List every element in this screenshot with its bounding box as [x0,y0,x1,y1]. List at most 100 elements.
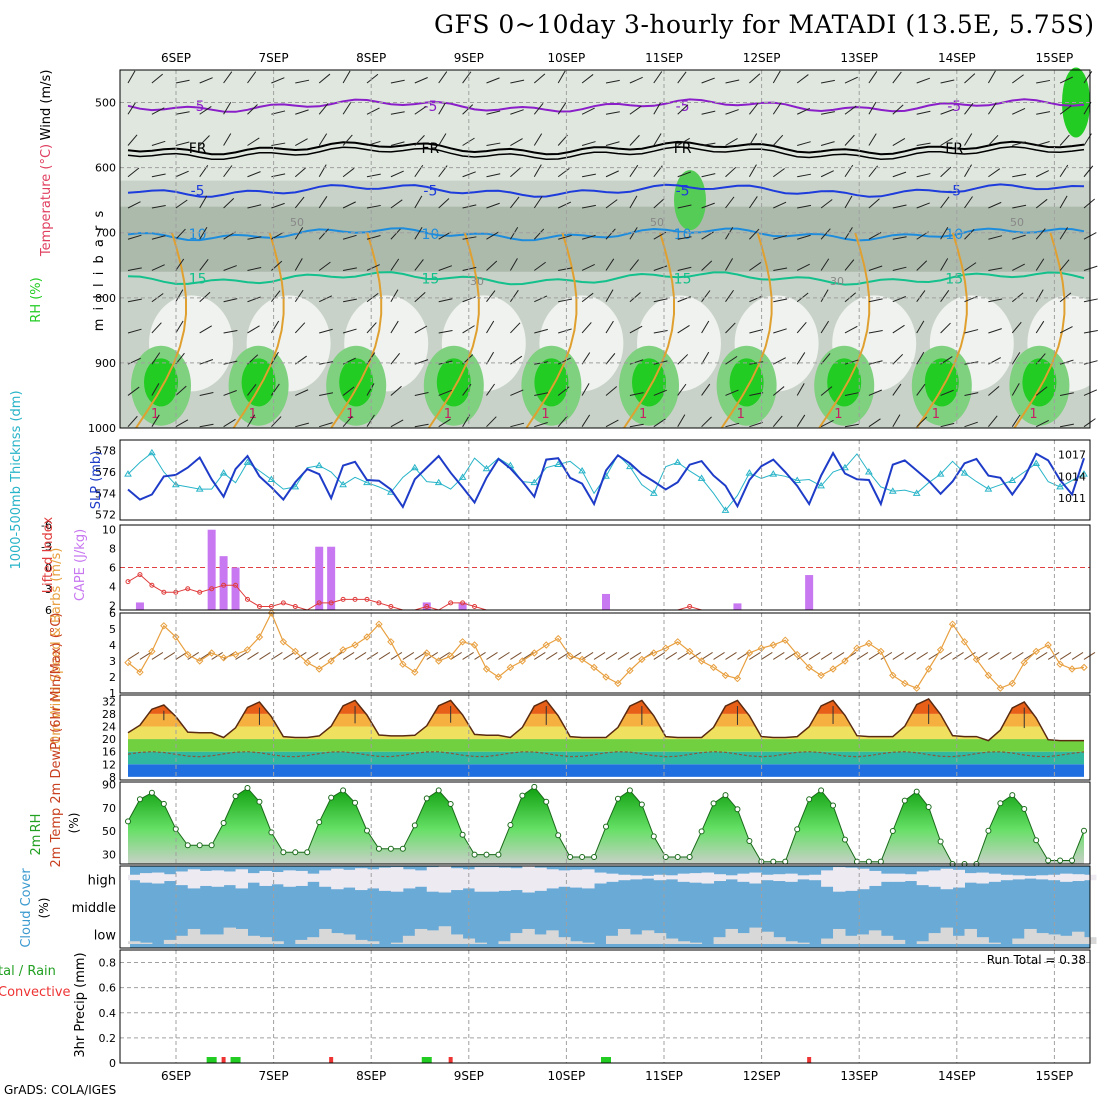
wind-barb [701,290,711,303]
rh-contour-label: 30 [470,275,484,288]
thickness-marker [124,470,132,477]
wind-barb [199,391,214,396]
y-tick-label: 6 [45,604,52,617]
wind-barb [940,196,950,209]
wind-barb [438,330,453,334]
wind-barb [844,227,853,240]
wind-barb [725,651,737,660]
wind-barb [247,71,257,84]
wind-barb [892,353,904,365]
wind-barb [653,133,662,146]
wind-barb [701,320,710,334]
cloud-low-bar [713,937,726,944]
wind-barb [270,351,279,365]
wind-barb [582,204,596,209]
isotherm-label: -5 [676,99,690,115]
date-label-top: 15SEP [1036,51,1074,65]
cloud-high-bar [617,874,631,881]
lifted-marker [448,600,454,606]
wind-barb [271,202,285,209]
wind-barb [462,236,477,240]
cape-bar [805,575,814,610]
wind-marker [148,647,156,656]
panel-frame [119,949,1091,1064]
thickness-marker [148,448,156,456]
wind-barb [1035,258,1045,271]
isotherm-line [127,183,1085,198]
wind-barb [1036,79,1051,84]
y-tick-label: 578 [95,445,116,458]
cloud-high-bar [139,873,153,883]
wind-barb [964,361,979,365]
cloud-high-bar [976,872,989,884]
rh-marker [770,858,777,865]
wind-barb [868,389,882,396]
wind-barb [773,267,788,271]
lifted-marker [185,586,191,592]
wind-barb [199,325,212,334]
wind-barb [414,105,427,115]
rh-band-dark [120,206,1090,272]
wind-barb [175,385,187,396]
panel-frame [119,69,1091,429]
wind-barb [247,384,257,396]
date-label-top: 13SEP [840,51,878,65]
rh-marker [519,792,526,799]
wind-barb [318,651,331,660]
wind-barb [151,140,166,146]
cloud-low-bar [916,941,930,944]
cloud-low-bar [665,938,679,944]
cloud-high-bar [534,867,547,891]
cape-bar [733,603,742,610]
y-tick-label: 50 [102,825,116,838]
wind-barb [844,392,859,396]
wind-marker [805,663,813,672]
wind-barb [223,133,232,146]
wind-barb [916,416,928,428]
wind-barb [784,651,797,660]
wind-barb [892,266,907,271]
wind-marker [685,647,694,656]
rh-marker [782,858,789,865]
rh-marker [1057,857,1064,864]
wind-barb [940,389,954,396]
lifted-marker [245,596,250,602]
rh-marker [292,849,299,856]
wind-barb [629,423,644,428]
wind-barb [438,101,447,115]
panel-frame [119,781,1091,865]
wind-barb [271,416,282,428]
lifted-marker [221,582,227,588]
y-tick-label: 70 [102,802,116,815]
wind-barb [605,258,615,271]
rh-marker [806,796,813,803]
wind-barb [868,133,877,146]
cloud-low-bar [737,933,750,944]
wind-barb [151,73,164,84]
cloud-high-bar [737,873,750,882]
wind-barb [342,386,355,396]
wind-barb [892,138,906,146]
cloud-high-bar [486,867,499,892]
wind-marker [351,641,359,649]
wind-barb [988,134,999,146]
wind-marker [482,665,491,673]
wind-barb [749,361,764,365]
cloud-low-bar [438,926,452,944]
date-label-bottom: 15SEP [1036,1069,1074,1083]
cloud-low-bar [976,937,989,944]
wind-marker [1068,665,1076,673]
rh-marker [136,796,143,803]
wind-barb [510,138,523,146]
wind-barb [964,421,978,428]
precip-bar [448,1057,453,1063]
wind-barb [1059,259,1070,271]
wind-marker [219,654,228,662]
wind-barb [653,330,668,334]
wind-barb [605,199,618,209]
thickness-marker [673,458,682,465]
wind-barb [366,107,380,115]
wind-marker [638,655,646,664]
wind-barb [366,264,380,271]
